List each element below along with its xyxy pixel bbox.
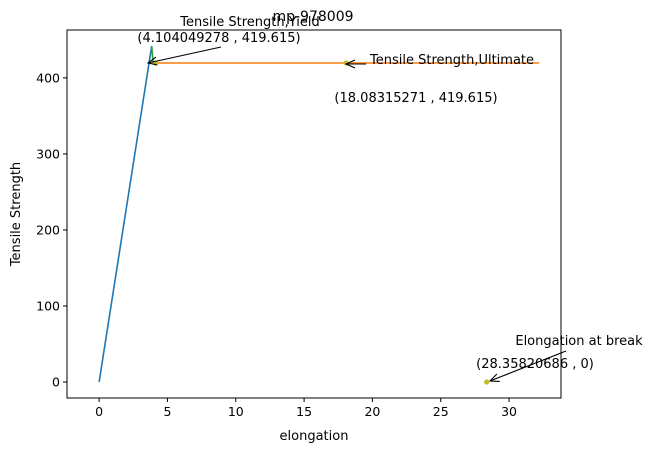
series-line-1 — [98, 45, 153, 383]
y-tick-label: 200 — [36, 222, 60, 237]
series-line-2 — [150, 45, 154, 64]
y-tick-label: 400 — [36, 70, 60, 85]
annotation-ultimate-label: Tensile Strength,Ultimate — [369, 53, 534, 68]
annotation-break-value: (28.35820686 , 0) — [476, 357, 594, 372]
x-tick-label: 5 — [163, 404, 171, 419]
annotation-ultimate-value: (18.08315271 , 419.615) — [334, 91, 497, 106]
x-tick-label: 20 — [364, 404, 380, 419]
y-axis-label: Tensile Strength — [9, 162, 24, 267]
annotation-break-label: Elongation at break — [515, 334, 643, 349]
x-tick-label: 15 — [296, 404, 312, 419]
plot-frame — [66, 29, 562, 399]
y-axis: 0 100 200 300 400 — [36, 70, 67, 390]
y-tick-label: 300 — [36, 146, 60, 161]
y-tick-label: 0 — [52, 375, 60, 390]
annotation-break-arrow — [490, 350, 567, 381]
annotation-yield-arrow — [148, 46, 222, 63]
x-tick-label: 0 — [95, 404, 103, 419]
marker-layer — [152, 60, 490, 385]
y-tick-label: 100 — [36, 299, 60, 314]
x-tick-label: 25 — [433, 404, 449, 419]
chart-title: mp-978009 — [272, 9, 353, 25]
marker-point-2 — [343, 60, 349, 66]
annotation-yield-label: Tensile Strength,Yield — [179, 15, 319, 30]
x-axis: 0 5 10 15 20 25 30 — [95, 398, 517, 419]
x-axis-label: elongation — [280, 429, 349, 444]
x-tick-label: 10 — [228, 404, 244, 419]
x-tick-label: 30 — [501, 404, 517, 419]
marker-point-3 — [484, 379, 490, 385]
annotation-yield-value: (4.104049278 , 419.615) — [137, 31, 300, 46]
